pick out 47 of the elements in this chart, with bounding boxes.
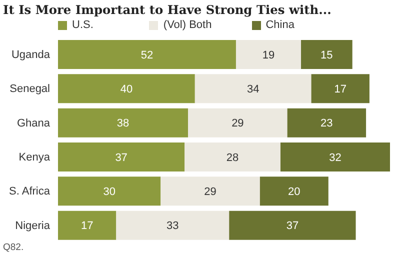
- data-label: 33: [166, 220, 179, 232]
- bar: [58, 108, 188, 138]
- y-tick-label: Uganda: [11, 48, 51, 61]
- data-label: 37: [115, 152, 128, 164]
- data-label: 29: [204, 186, 216, 198]
- bar: [58, 74, 195, 104]
- data-label: 34: [246, 84, 260, 96]
- bar: [236, 40, 302, 69]
- legend-label: U.S.: [72, 19, 94, 31]
- bar: [311, 74, 370, 104]
- text: Q82.: [2, 242, 25, 253]
- bar: [116, 210, 230, 240]
- bar: [229, 210, 356, 240]
- bar: [194, 74, 312, 104]
- y-tick-label: Senegal: [10, 83, 50, 96]
- legend-label: (Vol) Both: [163, 19, 212, 31]
- data-label: 32: [329, 152, 342, 164]
- bar: [58, 210, 116, 240]
- bar: [287, 108, 366, 138]
- data-label: 23: [320, 118, 333, 130]
- data-label: 20: [288, 186, 300, 198]
- data-label: 19: [262, 49, 275, 62]
- bar: [58, 40, 236, 69]
- bar: [160, 176, 260, 206]
- data-label: 15: [320, 49, 333, 62]
- y-tick-label: S. Africa: [9, 186, 51, 198]
- bar: [280, 142, 390, 172]
- bar: [188, 108, 288, 138]
- data-label: 30: [103, 186, 116, 198]
- bar: [301, 40, 352, 69]
- data-label: 17: [334, 84, 346, 96]
- bar: [184, 142, 280, 172]
- chart-title: It Is More Important to Have Strong Ties with...: [2, 2, 332, 17]
- bar: [58, 176, 161, 206]
- bar: [58, 142, 185, 172]
- data-label: 17: [80, 220, 94, 232]
- data-label: 29: [232, 118, 244, 130]
- data-label: 37: [286, 220, 299, 232]
- data-label: 52: [140, 49, 154, 62]
- data-label: 38: [116, 118, 130, 130]
- y-tick-label: Ghana: [16, 117, 51, 130]
- data-label: 28: [226, 152, 239, 164]
- data-label: 40: [120, 84, 133, 96]
- legend-label: China: [266, 19, 294, 31]
- bar: [260, 176, 328, 206]
- y-tick-label: Kenya: [18, 151, 51, 164]
- y-tick-label: Nigeria: [15, 220, 51, 232]
